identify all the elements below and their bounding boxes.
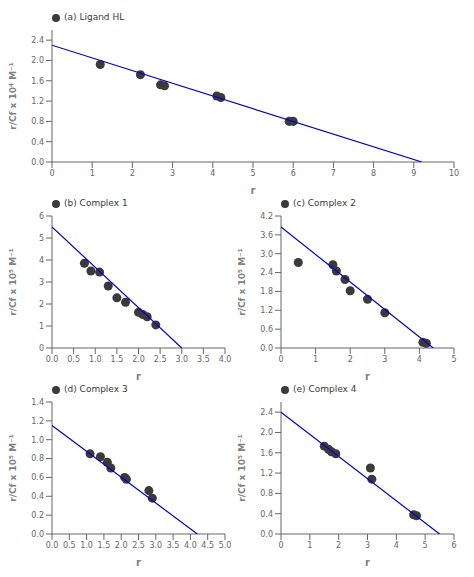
- svg-text:6: 6: [291, 169, 296, 178]
- svg-text:2.0: 2.0: [132, 355, 145, 364]
- svg-text:5: 5: [451, 355, 456, 364]
- svg-text:3: 3: [170, 169, 175, 178]
- svg-text:1.4: 1.4: [31, 398, 44, 407]
- svg-text:1.2: 1.2: [31, 97, 44, 106]
- svg-text:0.6: 0.6: [260, 325, 273, 334]
- svg-text:0.5: 0.5: [67, 355, 80, 364]
- svg-text:4.2: 4.2: [260, 212, 273, 221]
- svg-text:1.6: 1.6: [31, 77, 44, 86]
- svg-text:5: 5: [423, 541, 428, 550]
- svg-text:7: 7: [331, 169, 336, 178]
- svg-text:1.6: 1.6: [260, 449, 273, 458]
- svg-text:r/Cf x 10⁴ M⁻¹: r/Cf x 10⁴ M⁻¹: [8, 62, 18, 130]
- svg-text:2.0: 2.0: [115, 541, 128, 550]
- svg-text:2.0: 2.0: [31, 56, 44, 65]
- svg-text:4: 4: [417, 355, 422, 364]
- svg-text:4.0: 4.0: [219, 355, 232, 364]
- svg-text:r: r: [136, 371, 141, 380]
- svg-text:0.2: 0.2: [31, 511, 44, 520]
- svg-text:3.0: 3.0: [149, 541, 162, 550]
- svg-text:3: 3: [365, 541, 370, 550]
- svg-text:2.5: 2.5: [154, 355, 167, 364]
- html-text:(a) Ligand HL: (a) Ligand HL: [64, 12, 125, 22]
- svg-text:4.5: 4.5: [201, 541, 214, 550]
- svg-text:1.2: 1.2: [260, 469, 273, 478]
- svg-text:1.8: 1.8: [260, 287, 273, 296]
- svg-text:2.4: 2.4: [31, 36, 44, 45]
- svg-text:3.0: 3.0: [260, 250, 273, 259]
- svg-text:1.0: 1.0: [80, 541, 93, 550]
- svg-text:0.8: 0.8: [260, 489, 273, 498]
- svg-text:5: 5: [39, 234, 44, 243]
- svg-text:1: 1: [90, 169, 95, 178]
- svg-text:2: 2: [130, 169, 135, 178]
- svg-text:4: 4: [394, 541, 399, 550]
- svg-text:3: 3: [382, 355, 387, 364]
- svg-text:0.8: 0.8: [31, 454, 44, 463]
- svg-text:3.5: 3.5: [167, 541, 180, 550]
- svg-text:0.0: 0.0: [31, 158, 44, 167]
- svg-text:0.0: 0.0: [46, 355, 59, 364]
- svg-text:10: 10: [449, 169, 459, 178]
- svg-text:r: r: [365, 557, 370, 566]
- svg-text:0.8: 0.8: [31, 117, 44, 126]
- svg-text:r: r: [136, 557, 141, 566]
- html-text:(b) Complex 1: (b) Complex 1: [64, 198, 128, 208]
- svg-text:0.6: 0.6: [31, 473, 44, 482]
- svg-text:r/Cf x 10⁵ M⁻¹: r/Cf x 10⁵ M⁻¹: [237, 248, 247, 316]
- svg-text:2.4: 2.4: [260, 408, 273, 417]
- html-text:(e) Complex 4: (e) Complex 4: [293, 384, 357, 394]
- svg-text:6: 6: [39, 212, 44, 221]
- html-text:(c) Complex 2: (c) Complex 2: [293, 198, 356, 208]
- svg-text:9: 9: [411, 169, 416, 178]
- svg-text:r: r: [365, 371, 370, 380]
- svg-text:3.0: 3.0: [175, 355, 188, 364]
- svg-text:0: 0: [278, 541, 283, 550]
- svg-text:3.5: 3.5: [197, 355, 210, 364]
- svg-text:4.0: 4.0: [184, 541, 197, 550]
- svg-text:r/Cf x 10⁵ M⁻¹: r/Cf x 10⁵ M⁻¹: [8, 434, 18, 502]
- svg-text:r/Cf x 10⁵ M⁻¹: r/Cf x 10⁵ M⁻¹: [8, 248, 18, 316]
- svg-text:0: 0: [39, 344, 44, 353]
- svg-text:2: 2: [39, 300, 44, 309]
- svg-text:0.4: 0.4: [260, 510, 273, 519]
- svg-text:2: 2: [336, 541, 341, 550]
- svg-text:8: 8: [371, 169, 376, 178]
- svg-text:0.4: 0.4: [31, 492, 44, 501]
- svg-text:1.0: 1.0: [31, 436, 44, 445]
- svg-text:4: 4: [210, 169, 215, 178]
- svg-text:5: 5: [250, 169, 255, 178]
- svg-text:1.0: 1.0: [89, 355, 102, 364]
- svg-text:2.0: 2.0: [260, 428, 273, 437]
- svg-text:0: 0: [278, 355, 283, 364]
- svg-text:1.5: 1.5: [111, 355, 124, 364]
- svg-text:3.6: 3.6: [260, 231, 273, 240]
- html-text:(d) Complex 3: (d) Complex 3: [64, 384, 128, 394]
- svg-text:0.0: 0.0: [31, 530, 44, 539]
- svg-text:2.4: 2.4: [260, 268, 273, 277]
- svg-text:2: 2: [348, 355, 353, 364]
- svg-text:1.2: 1.2: [31, 417, 44, 426]
- svg-text:r/Cf x 10⁵ M⁻¹: r/Cf x 10⁵ M⁻¹: [237, 434, 247, 502]
- svg-text:0.0: 0.0: [46, 541, 59, 550]
- svg-text:0.4: 0.4: [31, 138, 44, 147]
- svg-text:3: 3: [39, 278, 44, 287]
- svg-text:0.5: 0.5: [63, 541, 76, 550]
- svg-text:1: 1: [39, 322, 44, 331]
- svg-text:4: 4: [39, 256, 44, 265]
- svg-text:1: 1: [307, 541, 312, 550]
- svg-text:1.2: 1.2: [260, 306, 273, 315]
- svg-text:0.0: 0.0: [260, 344, 273, 353]
- svg-text:5.0: 5.0: [219, 541, 232, 550]
- svg-text:1.5: 1.5: [98, 541, 111, 550]
- svg-text:0: 0: [49, 169, 54, 178]
- svg-text:2.5: 2.5: [132, 541, 145, 550]
- svg-text:1: 1: [313, 355, 318, 364]
- svg-text:r: r: [251, 185, 256, 194]
- svg-text:0.0: 0.0: [260, 530, 273, 539]
- svg-text:6: 6: [451, 541, 456, 550]
